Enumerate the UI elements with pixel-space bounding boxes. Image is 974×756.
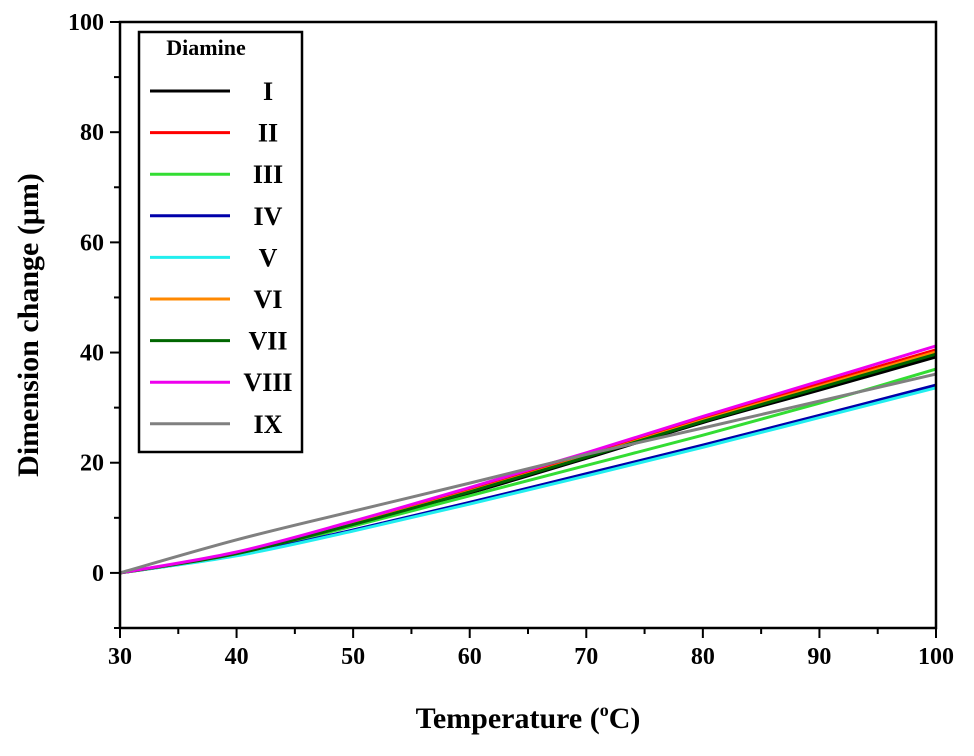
x-axis-title-main: Temperature ( bbox=[416, 702, 600, 735]
legend-title: Diamine bbox=[166, 35, 246, 60]
legend-label: VII bbox=[248, 327, 287, 356]
x-axis-title-sup: o bbox=[600, 700, 609, 720]
legend-label: I bbox=[263, 77, 273, 106]
legend-label: VI bbox=[254, 285, 283, 314]
y-tick-label: 20 bbox=[80, 451, 104, 477]
x-tick-label: 70 bbox=[574, 644, 598, 670]
ticks: 30 40 50 60 70 80 90 100 0 20 40 60 80 100 bbox=[68, 10, 954, 670]
x-tick-label: 40 bbox=[225, 644, 249, 670]
x-axis-title-end: C) bbox=[609, 702, 641, 735]
x-tick-label: 90 bbox=[807, 644, 831, 670]
series-layer bbox=[119, 344, 937, 575]
y-tick-label: 40 bbox=[80, 341, 104, 367]
series-line-IX bbox=[119, 372, 937, 575]
x-tick-label: 50 bbox=[341, 644, 365, 670]
x-tick-label: 30 bbox=[108, 644, 132, 670]
y-tick-label: 60 bbox=[80, 230, 104, 256]
x-tick-label: 60 bbox=[458, 644, 482, 670]
x-tick-label: 100 bbox=[918, 644, 954, 670]
legend-label: VIII bbox=[243, 368, 292, 397]
legend-label: V bbox=[259, 243, 278, 272]
x-tick-label: 80 bbox=[691, 644, 715, 670]
series-line-VII bbox=[119, 352, 937, 575]
y-tick-label: 80 bbox=[80, 120, 104, 146]
y-tick-label: 0 bbox=[92, 561, 104, 587]
legend-label: IX bbox=[254, 410, 283, 439]
y-axis-title: Dimension change (μm) bbox=[12, 173, 45, 477]
x-axis-title: Temperature (oC) bbox=[416, 700, 641, 735]
legend-label: III bbox=[253, 160, 283, 189]
legend-label: II bbox=[258, 119, 278, 148]
legend-label: IV bbox=[254, 202, 283, 231]
series-line-V bbox=[119, 386, 937, 575]
y-tick-label: 100 bbox=[68, 10, 104, 36]
